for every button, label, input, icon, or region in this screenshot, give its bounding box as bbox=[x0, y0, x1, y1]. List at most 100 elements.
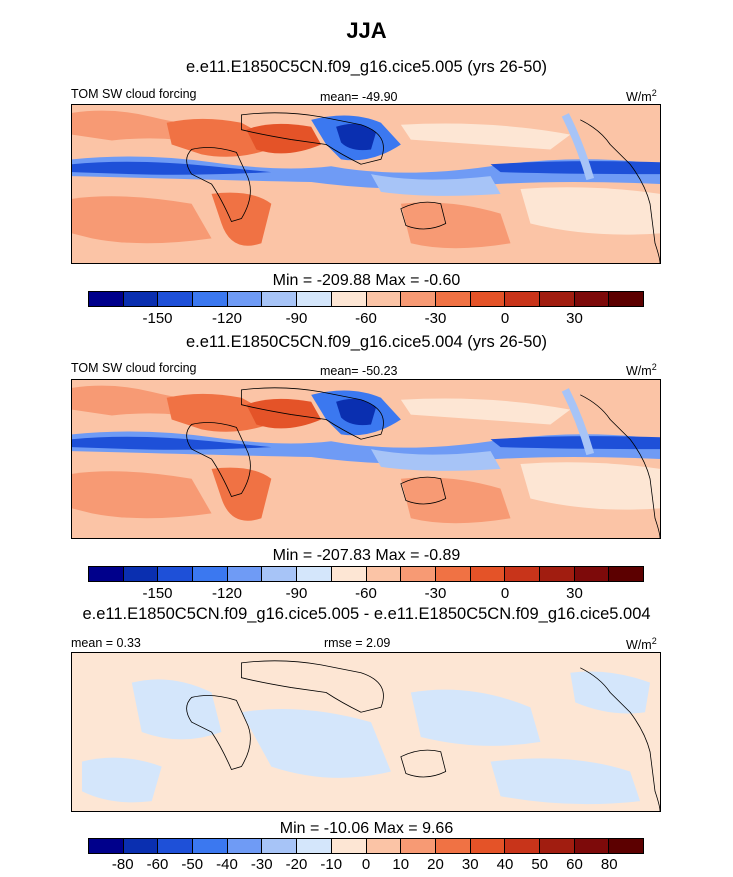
colorbar-tick-label: 60 bbox=[566, 856, 583, 873]
colorbar-tick-label: -30 bbox=[250, 856, 273, 873]
panel-2-colorbar bbox=[88, 566, 644, 582]
panel-1-mean-label: mean= -49.90 bbox=[320, 90, 398, 104]
panel-1-map bbox=[71, 104, 661, 264]
colorbar-swatch bbox=[193, 839, 228, 853]
colorbar-swatch bbox=[89, 839, 124, 853]
colorbar-swatch bbox=[505, 567, 540, 581]
colorbar-swatch bbox=[435, 839, 471, 853]
colorbar-swatch bbox=[158, 567, 194, 581]
panel-2-map bbox=[71, 379, 661, 539]
colorbar-swatch bbox=[123, 839, 159, 853]
colorbar-tick-label: -120 bbox=[211, 310, 243, 327]
panel-2-mean-label: mean= -50.23 bbox=[320, 364, 398, 378]
panel-1-map-svg bbox=[72, 105, 660, 263]
colorbar-tick-label: -150 bbox=[142, 585, 173, 602]
colorbar-swatch bbox=[123, 292, 159, 306]
colorbar-tick-label: 30 bbox=[461, 856, 479, 873]
colorbar-tick-label: 10 bbox=[392, 856, 410, 873]
colorbar-swatch bbox=[401, 839, 436, 853]
panel-3-minmax: Min = -10.06 Max = 9.66 bbox=[279, 820, 454, 837]
panel-3-colorbar bbox=[88, 838, 644, 854]
colorbar-swatch bbox=[539, 567, 575, 581]
panel-1-units: W/m2 bbox=[626, 88, 657, 105]
panel-2-map-svg bbox=[72, 380, 660, 538]
colorbar-swatch bbox=[539, 839, 575, 853]
colorbar-swatch bbox=[297, 839, 332, 853]
colorbar-tick-label: -60 bbox=[355, 585, 377, 602]
colorbar-swatch bbox=[227, 567, 263, 581]
colorbar-swatch bbox=[331, 292, 367, 306]
panel-2-minmax: Min = -207.83 Max = -0.89 bbox=[272, 547, 461, 564]
colorbar-swatch bbox=[505, 292, 540, 306]
colorbar-swatch bbox=[89, 567, 124, 581]
colorbar-swatch bbox=[609, 839, 643, 853]
colorbar-swatch bbox=[297, 567, 332, 581]
colorbar-tick-label: -90 bbox=[285, 310, 308, 327]
colorbar-swatch bbox=[609, 567, 643, 581]
colorbar-swatch bbox=[331, 567, 367, 581]
panel-3-rmse-label: rmse = 2.09 bbox=[324, 636, 391, 650]
colorbar-swatch bbox=[262, 839, 298, 853]
main-title: JJA bbox=[346, 18, 387, 43]
colorbar-tick-label: -40 bbox=[216, 856, 238, 873]
colorbar-swatch bbox=[193, 292, 228, 306]
panel-3-units: W/m2 bbox=[626, 636, 657, 653]
colorbar-swatch bbox=[331, 839, 367, 853]
panel-1-minmax: Min = -209.88 Max = -0.60 bbox=[272, 272, 461, 289]
colorbar-swatch bbox=[435, 567, 471, 581]
colorbar-tick-label: -10 bbox=[320, 856, 343, 873]
colorbar-tick-label: 50 bbox=[531, 856, 549, 873]
colorbar-tick-label: -30 bbox=[424, 310, 447, 327]
panel-3-map bbox=[71, 652, 661, 812]
colorbar-swatch bbox=[505, 839, 540, 853]
colorbar-tick-label: -50 bbox=[181, 856, 204, 873]
panel-2-left-label: TOM SW cloud forcing bbox=[71, 361, 197, 375]
panel-3-title: e.e11.E1850C5CN.f09_g16.cice5.005 - e.e1… bbox=[82, 605, 651, 623]
colorbar-tick-label: 0 bbox=[500, 310, 510, 327]
colorbar-swatch bbox=[366, 292, 402, 306]
panel-2-units: W/m2 bbox=[626, 362, 657, 379]
colorbar-swatch bbox=[574, 567, 610, 581]
colorbar-tick-label: 40 bbox=[496, 856, 514, 873]
colorbar-tick-label: -30 bbox=[424, 585, 447, 602]
panel-3-map-svg bbox=[72, 653, 660, 811]
colorbar-tick-label: -60 bbox=[355, 310, 377, 327]
colorbar-tick-label: 30 bbox=[566, 585, 583, 602]
colorbar-tick-label: -80 bbox=[111, 856, 134, 873]
colorbar-swatch bbox=[158, 839, 194, 853]
colorbar-swatch bbox=[574, 839, 610, 853]
colorbar-tick-label: 0 bbox=[500, 585, 510, 602]
colorbar-swatch bbox=[227, 292, 263, 306]
colorbar-swatch bbox=[401, 567, 436, 581]
colorbar-swatch bbox=[89, 292, 124, 306]
colorbar-swatch bbox=[123, 567, 159, 581]
colorbar-swatch bbox=[193, 567, 228, 581]
colorbar-swatch bbox=[574, 292, 610, 306]
colorbar-swatch bbox=[297, 292, 332, 306]
panel-3-mean-label: mean = 0.33 bbox=[71, 636, 141, 650]
colorbar-swatch bbox=[262, 567, 298, 581]
colorbar-swatch bbox=[227, 839, 263, 853]
colorbar-tick-label: 20 bbox=[427, 856, 444, 873]
colorbar-swatch bbox=[366, 839, 402, 853]
colorbar-tick-label: 30 bbox=[566, 310, 583, 327]
panel-2-title: e.e11.E1850C5CN.f09_g16.cice5.004 (yrs 2… bbox=[185, 333, 548, 351]
colorbar-swatch bbox=[470, 292, 506, 306]
colorbar-swatch bbox=[435, 292, 471, 306]
colorbar-swatch bbox=[539, 292, 575, 306]
panel-1-colorbar bbox=[88, 291, 644, 307]
colorbar-swatch bbox=[366, 567, 402, 581]
colorbar-swatch bbox=[401, 292, 436, 306]
colorbar-tick-label: -150 bbox=[142, 310, 173, 327]
colorbar-swatch bbox=[470, 839, 506, 853]
colorbar-tick-label: 0 bbox=[361, 856, 371, 873]
colorbar-swatch bbox=[158, 292, 194, 306]
colorbar-swatch bbox=[609, 292, 643, 306]
colorbar-tick-label: -60 bbox=[146, 856, 169, 873]
colorbar-tick-label: -90 bbox=[285, 585, 308, 602]
colorbar-tick-label: 80 bbox=[600, 856, 618, 873]
colorbar-swatch bbox=[262, 292, 298, 306]
panel-1-left-label: TOM SW cloud forcing bbox=[71, 87, 197, 101]
panel-1-title: e.e11.E1850C5CN.f09_g16.cice5.005 (yrs 2… bbox=[185, 58, 548, 76]
colorbar-swatch bbox=[470, 567, 506, 581]
